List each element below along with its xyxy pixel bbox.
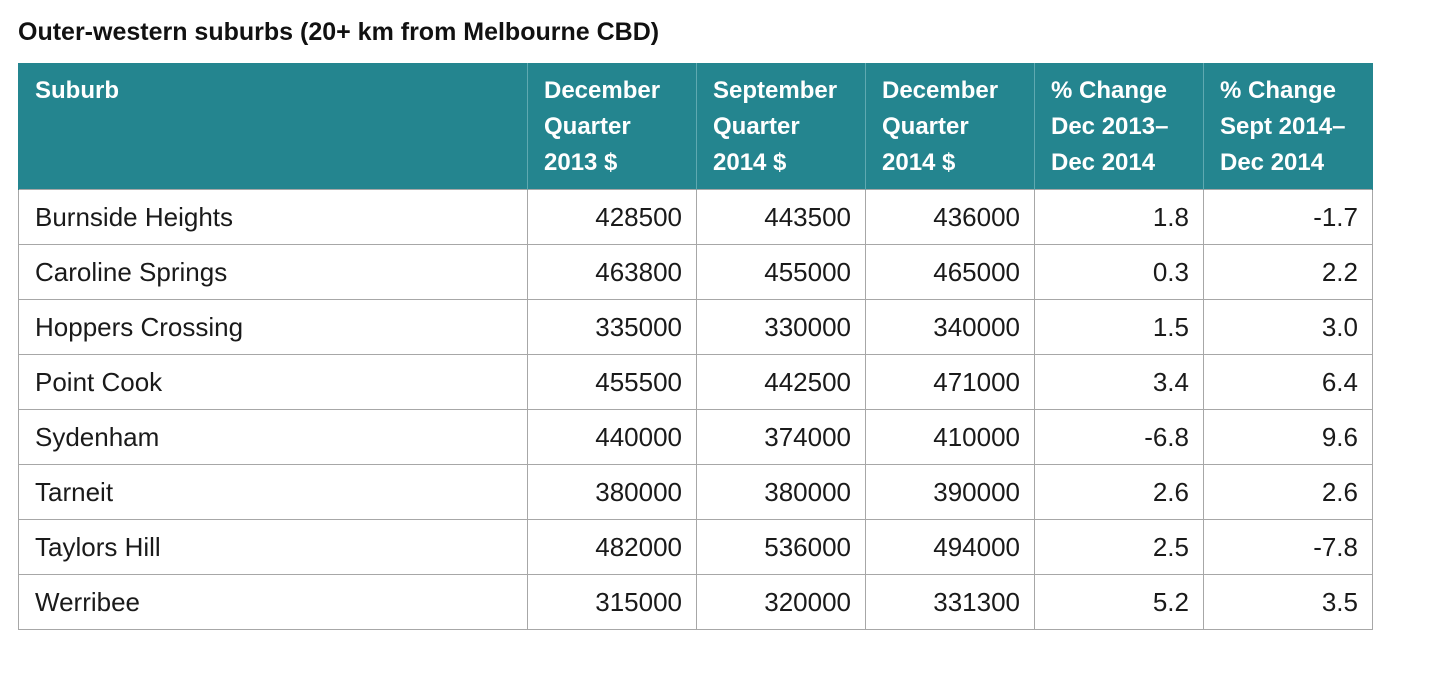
percent-cell: 2.6 [1203, 464, 1373, 520]
suburb-cell: Taylors Hill [18, 519, 528, 575]
percent-cell: 3.4 [1034, 354, 1204, 410]
header-line: September [713, 77, 838, 104]
value-cell: 440000 [527, 409, 697, 465]
value-cell: 331300 [865, 574, 1035, 630]
value-cell: 455500 [527, 354, 697, 410]
header-line: Dec 2013– [1051, 113, 1169, 140]
header-line: Dec 2014 [1051, 149, 1156, 176]
value-cell: 315000 [527, 574, 697, 630]
percent-cell: 2.6 [1034, 464, 1204, 520]
suburb-cell: Point Cook [18, 354, 528, 410]
header-line: % Change [1051, 77, 1168, 104]
header-row: Suburb December Quarter 2013 $ September… [18, 63, 1373, 190]
percent-cell: 0.3 [1034, 244, 1204, 300]
value-cell: 410000 [865, 409, 1035, 465]
percent-cell: -7.8 [1203, 519, 1373, 575]
value-cell: 482000 [527, 519, 697, 575]
value-cell: 330000 [696, 299, 866, 355]
header-line: 2014 $ [713, 149, 787, 176]
value-cell: 536000 [696, 519, 866, 575]
value-cell: 390000 [865, 464, 1035, 520]
price-table: Suburb December Quarter 2013 $ September… [18, 63, 1373, 630]
header-line: 2014 $ [882, 149, 956, 176]
header-line: Sept 2014– [1220, 113, 1346, 140]
percent-cell: 3.0 [1203, 299, 1373, 355]
table-row: Taylors Hill 482000 536000 494000 2.5 -7… [18, 519, 1373, 575]
value-cell: 442500 [696, 354, 866, 410]
header-change-quarterly: % Change Sept 2014– Dec 2014 [1203, 63, 1373, 190]
header-line: 2013 $ [544, 149, 618, 176]
value-cell: 340000 [865, 299, 1035, 355]
value-cell: 463800 [527, 244, 697, 300]
percent-cell: 5.2 [1034, 574, 1204, 630]
table-body: Burnside Heights 428500 443500 436000 1.… [18, 189, 1373, 630]
table-row: Hoppers Crossing 335000 330000 340000 1.… [18, 299, 1373, 355]
table-header: Suburb December Quarter 2013 $ September… [18, 63, 1373, 190]
suburb-cell: Tarneit [18, 464, 528, 520]
value-cell: 380000 [527, 464, 697, 520]
percent-cell: -6.8 [1034, 409, 1204, 465]
percent-cell: 1.5 [1034, 299, 1204, 355]
value-cell: 428500 [527, 189, 697, 245]
header-change-annual: % Change Dec 2013– Dec 2014 [1034, 63, 1204, 190]
table-row: Sydenham 440000 374000 410000 -6.8 9.6 [18, 409, 1373, 465]
header-line: Suburb [35, 77, 119, 104]
header-line: Dec 2014 [1220, 149, 1325, 176]
header-line: Quarter [713, 113, 800, 140]
value-cell: 455000 [696, 244, 866, 300]
header-dec-2013: December Quarter 2013 $ [527, 63, 697, 190]
value-cell: 494000 [865, 519, 1035, 575]
header-line: Quarter [544, 113, 631, 140]
value-cell: 374000 [696, 409, 866, 465]
table-row: Burnside Heights 428500 443500 436000 1.… [18, 189, 1373, 245]
value-cell: 471000 [865, 354, 1035, 410]
table-row: Werribee 315000 320000 331300 5.2 3.5 [18, 574, 1373, 630]
table-row: Point Cook 455500 442500 471000 3.4 6.4 [18, 354, 1373, 410]
percent-cell: 2.2 [1203, 244, 1373, 300]
table-row: Tarneit 380000 380000 390000 2.6 2.6 [18, 464, 1373, 520]
percent-cell: -1.7 [1203, 189, 1373, 245]
percent-cell: 6.4 [1203, 354, 1373, 410]
header-suburb: Suburb [18, 63, 528, 190]
header-line: Quarter [882, 113, 969, 140]
value-cell: 443500 [696, 189, 866, 245]
header-line: December [544, 77, 661, 104]
header-sept-2014: September Quarter 2014 $ [696, 63, 866, 190]
table-title: Outer-western suburbs (20+ km from Melbo… [18, 18, 660, 46]
header-line: % Change [1220, 77, 1337, 104]
suburb-cell: Werribee [18, 574, 528, 630]
value-cell: 465000 [865, 244, 1035, 300]
table-row: Caroline Springs 463800 455000 465000 0.… [18, 244, 1373, 300]
header-dec-2014: December Quarter 2014 $ [865, 63, 1035, 190]
value-cell: 335000 [527, 299, 697, 355]
suburb-cell: Hoppers Crossing [18, 299, 528, 355]
suburb-cell: Burnside Heights [18, 189, 528, 245]
value-cell: 436000 [865, 189, 1035, 245]
percent-cell: 3.5 [1203, 574, 1373, 630]
value-cell: 380000 [696, 464, 866, 520]
percent-cell: 1.8 [1034, 189, 1204, 245]
percent-cell: 2.5 [1034, 519, 1204, 575]
suburb-cell: Caroline Springs [18, 244, 528, 300]
suburb-cell: Sydenham [18, 409, 528, 465]
value-cell: 320000 [696, 574, 866, 630]
percent-cell: 9.6 [1203, 409, 1373, 465]
header-line: December [882, 77, 999, 104]
